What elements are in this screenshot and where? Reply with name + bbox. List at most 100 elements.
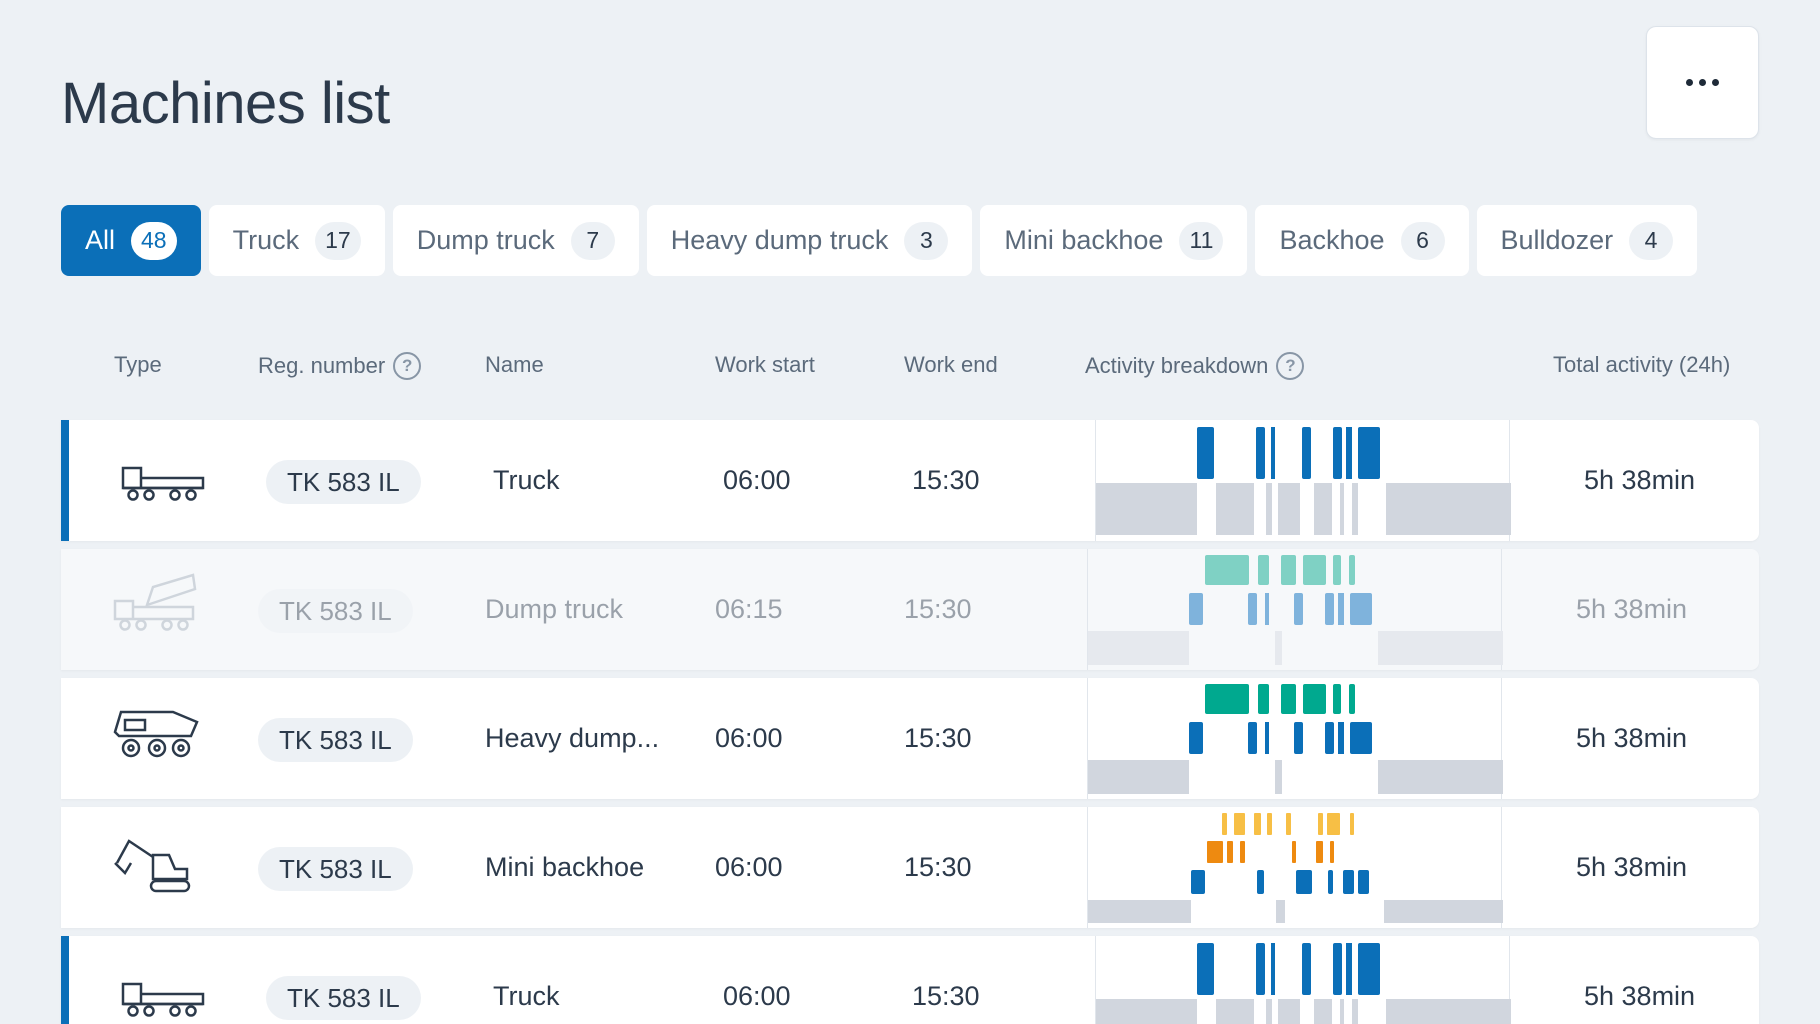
activity-breakdown-chart	[1087, 807, 1503, 928]
tab-mini-backhoe[interactable]: Mini backhoe 11	[980, 205, 1248, 276]
reg-number-badge: TK 583 IL	[266, 460, 421, 504]
activity-bar-blue	[1302, 427, 1311, 479]
column-header-activity-breakdown[interactable]: Activity breakdown?	[1085, 352, 1305, 380]
activity-bar-gray	[1386, 999, 1511, 1024]
work-start-time: 06:00	[723, 465, 791, 495]
activity-bar-blue	[1346, 427, 1352, 479]
work-end-time: 15:30	[912, 981, 980, 1011]
activity-bar-yellow	[1267, 813, 1272, 835]
activity-bar-teal	[1303, 555, 1326, 585]
activity-bar-blue	[1302, 943, 1311, 995]
column-header-label: Total activity (24h)	[1553, 352, 1731, 377]
activity-bar-blue	[1333, 427, 1342, 479]
dump-truck-icon	[113, 573, 197, 631]
activity-bar-teal	[1333, 684, 1341, 714]
activity-bar-blue	[1197, 943, 1214, 995]
activity-bar-teal	[1281, 684, 1296, 714]
activity-bar-blue	[1248, 593, 1257, 625]
table-row[interactable]: TK 583 IL Dump truck 06:15 15:30	[61, 549, 1759, 670]
activity-bar-yellow	[1222, 813, 1227, 835]
activity-bar-gray	[1216, 999, 1254, 1024]
activity-bar-teal	[1349, 684, 1355, 714]
activity-bar-orange	[1316, 841, 1323, 863]
tab-backhoe[interactable]: Backhoe 6	[1255, 205, 1469, 276]
activity-bar-blue	[1271, 943, 1275, 995]
mini-backhoe-icon	[114, 839, 191, 893]
activity-bar-blue	[1265, 722, 1269, 754]
table-row[interactable]: TK 583 IL Heavy dump... 06:00 15:30	[61, 678, 1759, 799]
activity-bar-teal	[1258, 555, 1269, 585]
activity-bar-blue	[1358, 427, 1380, 479]
activity-bar-blue	[1325, 722, 1334, 754]
tab-label: Truck	[232, 225, 300, 255]
flatbed-truck-icon	[121, 466, 205, 501]
activity-bar-gray	[1276, 900, 1285, 923]
total-activity-value: 5h 38min	[1584, 465, 1696, 495]
machine-name: Dump truck	[485, 594, 624, 624]
column-header-label: Activity breakdown	[1085, 353, 1269, 378]
activity-bar-gray	[1314, 483, 1332, 535]
activity-bar-blue	[1296, 870, 1312, 894]
tab-label: Backhoe	[1279, 225, 1385, 255]
help-icon[interactable]: ?	[393, 352, 422, 380]
column-header-name[interactable]: Name	[485, 352, 544, 378]
more-dot-icon	[1699, 79, 1706, 86]
activity-bar-blue	[1325, 593, 1334, 625]
work-end-time: 15:30	[904, 594, 972, 624]
tab-count-badge: 4	[1629, 221, 1674, 260]
tab-bulldozer[interactable]: Bulldozer 4	[1476, 205, 1698, 276]
table-row[interactable]: TK 583 IL Truck 06:00 15:30	[61, 936, 1759, 1024]
machine-name: Truck	[493, 465, 560, 495]
tab-heavy-dump-truck[interactable]: Heavy dump truck 3	[646, 205, 973, 276]
activity-bar-gray	[1386, 483, 1511, 535]
column-header-total-activity[interactable]: Total activity (24h)	[1553, 352, 1730, 378]
column-header-type[interactable]: Type	[114, 352, 162, 378]
activity-bar-gray	[1266, 483, 1272, 535]
activity-bar-blue	[1271, 427, 1275, 479]
activity-bar-gray	[1278, 999, 1300, 1024]
tab-truck[interactable]: Truck 17	[208, 205, 385, 276]
tab-count-badge: 17	[315, 221, 361, 260]
activity-bar-gray	[1266, 999, 1272, 1024]
activity-bar-blue	[1191, 870, 1205, 894]
activity-bar-yellow	[1318, 813, 1323, 835]
activity-bar-blue	[1346, 943, 1352, 995]
total-activity-value: 5h 38min	[1576, 723, 1688, 753]
total-activity-value: 5h 38min	[1584, 981, 1696, 1011]
activity-bar-blue	[1338, 722, 1344, 754]
more-options-button[interactable]	[1646, 26, 1759, 139]
column-header-work-end[interactable]: Work end	[904, 352, 998, 378]
activity-bar-teal	[1349, 555, 1355, 585]
machine-name: Heavy dump...	[485, 723, 660, 753]
column-header-work-start[interactable]: Work start	[715, 352, 815, 378]
activity-bar-gray	[1314, 999, 1332, 1024]
filter-tabs: All 48 Truck 17 Dump truck 7 Heavy dump …	[61, 205, 1698, 276]
activity-bar-gray	[1352, 483, 1358, 535]
activity-bar-gray	[1278, 483, 1300, 535]
table-row[interactable]: TK 583 IL Truck 06:00 15:30	[61, 420, 1759, 541]
activity-bar-blue	[1294, 722, 1303, 754]
column-header-label: Type	[114, 352, 162, 377]
activity-bar-blue	[1343, 870, 1354, 894]
column-header-reg-number[interactable]: Reg. number?	[258, 352, 422, 380]
activity-bar-blue	[1358, 943, 1380, 995]
more-dot-icon	[1686, 79, 1693, 86]
table-row[interactable]: TK 583 IL Mini backhoe 06:00 15:30	[61, 807, 1759, 928]
help-icon[interactable]: ?	[1276, 352, 1305, 380]
tab-label: Bulldozer	[1500, 225, 1614, 255]
activity-bar-gray	[1088, 900, 1191, 923]
activity-breakdown-chart	[1095, 936, 1511, 1024]
activity-bar-blue	[1256, 943, 1265, 995]
activity-bar-teal	[1258, 684, 1269, 714]
activity-bar-gray	[1096, 999, 1197, 1024]
activity-bar-teal	[1205, 684, 1249, 714]
reg-number-badge: TK 583 IL	[258, 718, 413, 762]
activity-bar-orange	[1207, 841, 1223, 863]
page-title: Machines list	[61, 71, 390, 136]
tab-all[interactable]: All 48	[61, 205, 201, 276]
work-start-time: 06:15	[715, 594, 783, 624]
activity-bar-teal	[1303, 684, 1326, 714]
column-header-label: Work start	[715, 352, 815, 377]
activity-bar-blue	[1328, 870, 1333, 894]
tab-dump-truck[interactable]: Dump truck 7	[392, 205, 639, 276]
